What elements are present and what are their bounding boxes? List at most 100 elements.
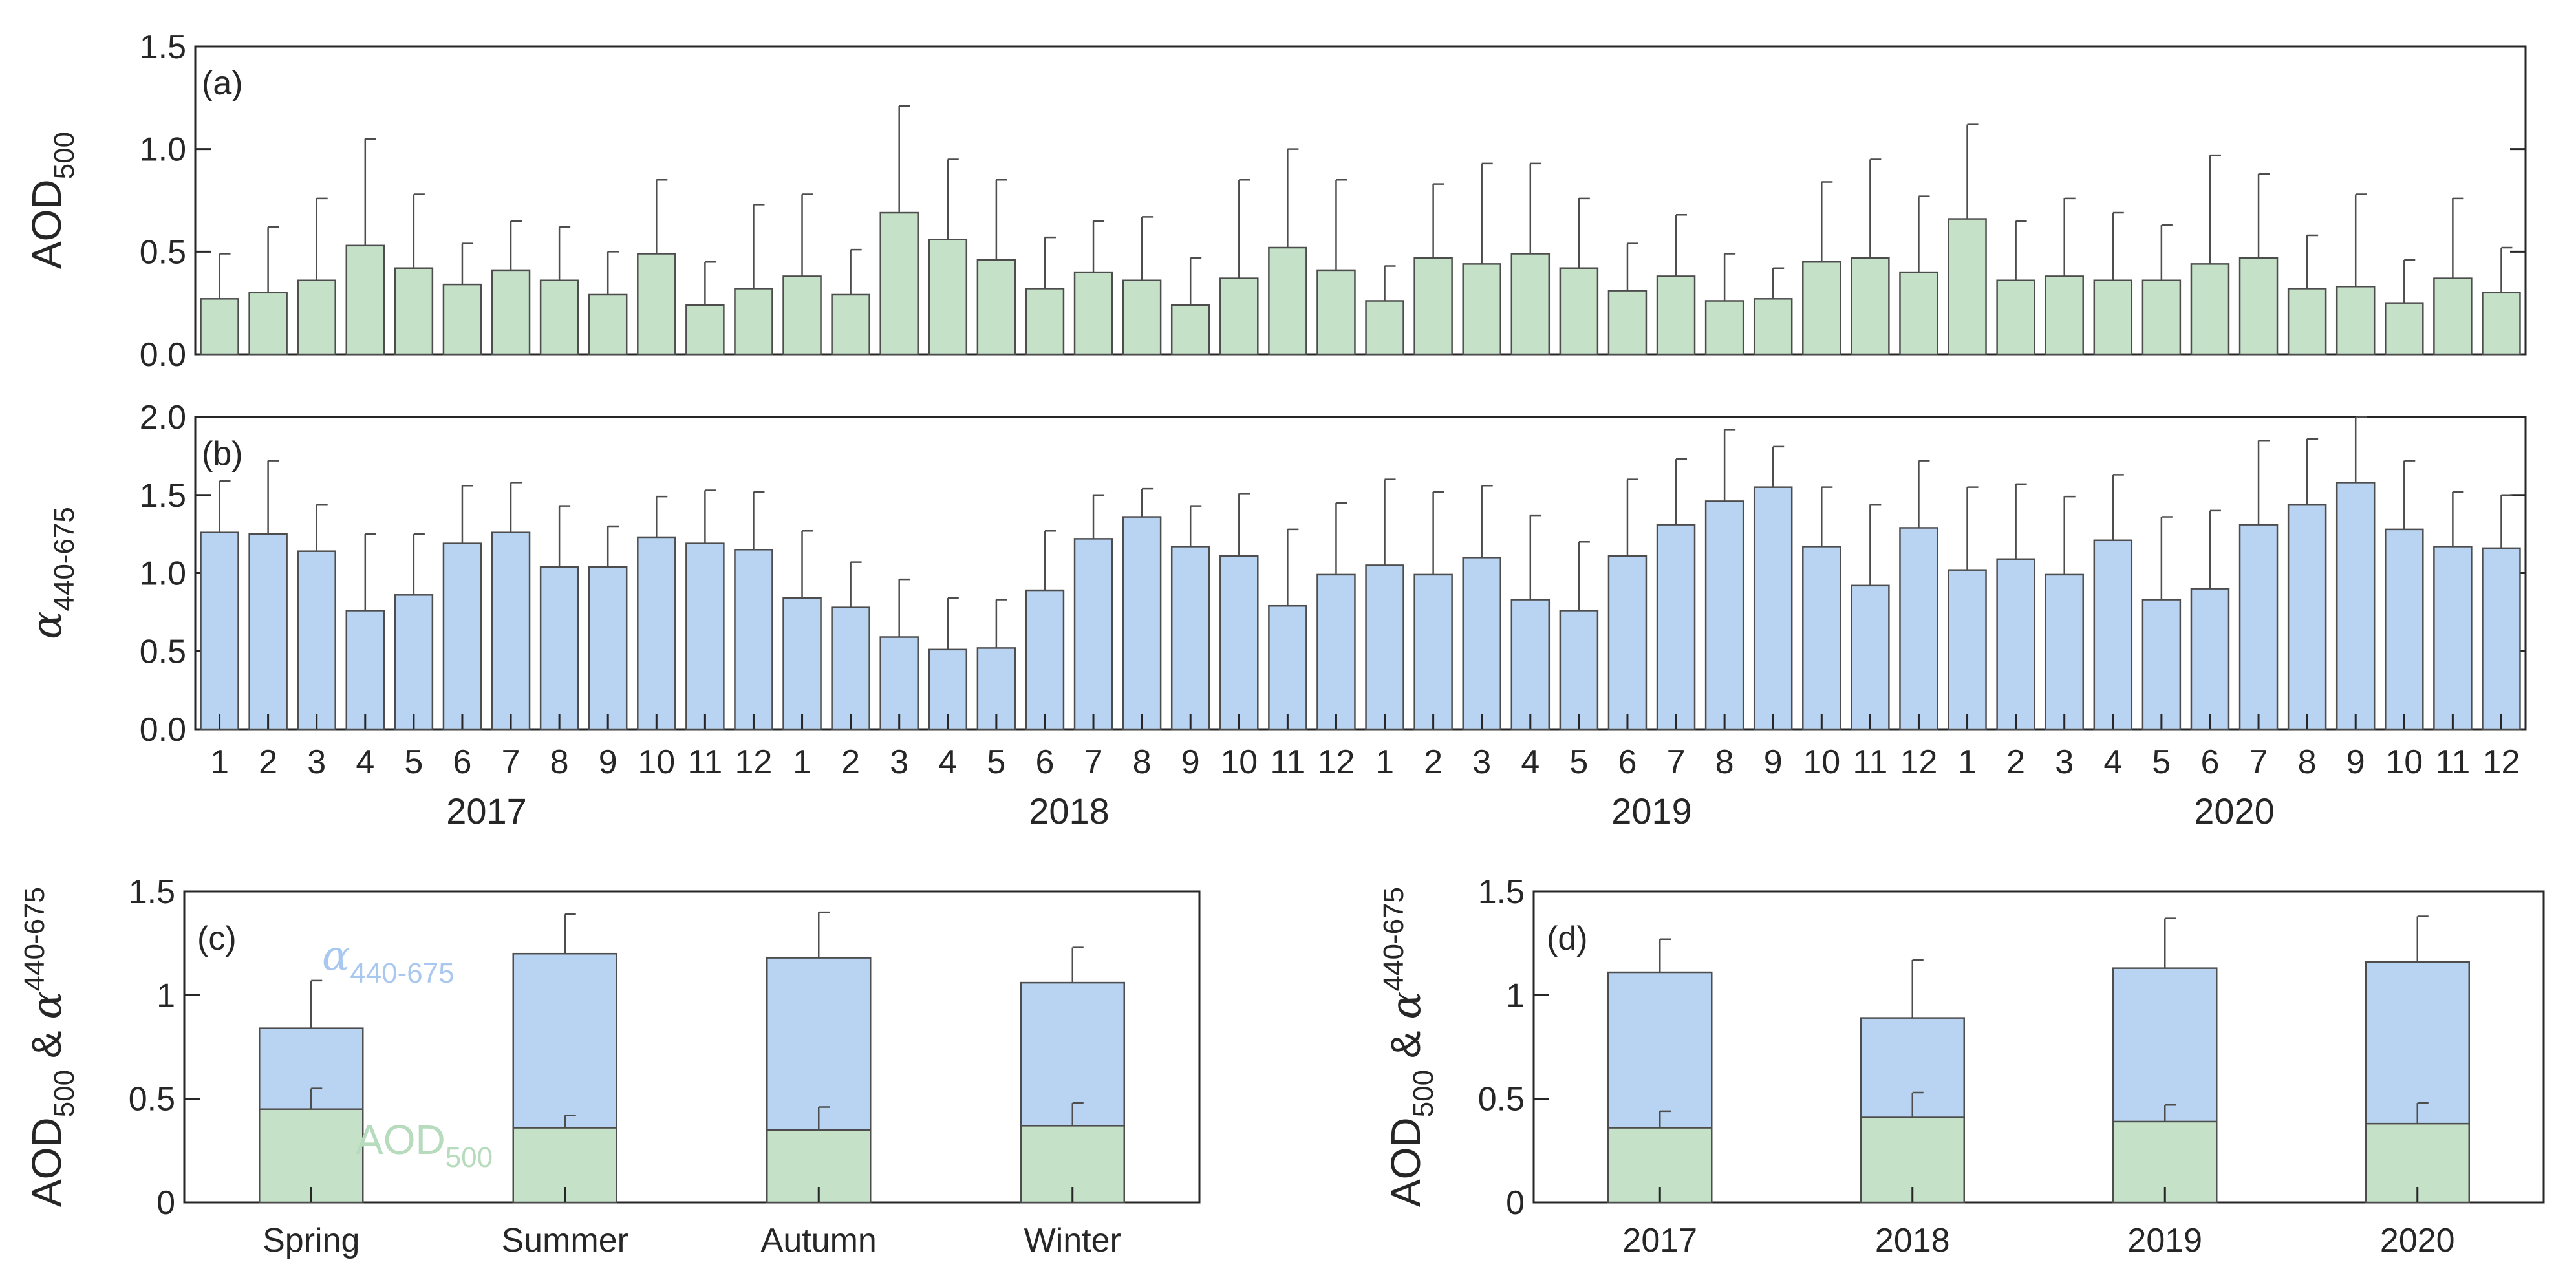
bar (2093, 539, 2133, 731)
bar (1899, 527, 1938, 731)
bar (588, 293, 628, 356)
bar (1462, 557, 1501, 731)
y-tick-label: 0 (1506, 1184, 1525, 1222)
bar (1365, 564, 1404, 731)
x-tick-label: 7 (1084, 743, 1103, 781)
bar (1316, 269, 1356, 356)
bar (879, 211, 919, 356)
x-tick-label: Winter (1024, 1222, 1121, 1259)
bar (1899, 271, 1938, 356)
x-tick-label: 2019 (2127, 1222, 2202, 1259)
x-tick-label: 5 (404, 743, 423, 781)
bar (539, 566, 579, 731)
x-tick-label: 12 (735, 743, 773, 781)
bar (734, 549, 773, 731)
bar (831, 606, 870, 731)
x-tick-label: 3 (1472, 743, 1491, 781)
bar (491, 269, 531, 356)
y-tick-label: 2.0 (140, 399, 186, 436)
x-tick-label: 10 (1803, 743, 1840, 781)
bar (200, 531, 239, 731)
x-tick-label: 1 (1958, 743, 1977, 781)
bar (1413, 257, 1453, 356)
x-tick-label: 9 (2346, 743, 2365, 781)
x-tick-label: 2 (2006, 743, 2025, 781)
bar (2045, 275, 2084, 356)
panel-a: 0.0 0.5 1.0 1.5 (a) AOD500 (23, 28, 2527, 374)
bar (637, 253, 676, 356)
bar (1996, 558, 2035, 731)
x-tick-label: 10 (638, 743, 675, 781)
x-tick-label: 7 (2249, 743, 2268, 781)
bar (2238, 524, 2279, 731)
alpha-annotation: α440-675 (322, 932, 455, 989)
bar (1948, 218, 1987, 356)
bar (248, 533, 288, 731)
aod-annotation: AOD500 (356, 1116, 493, 1173)
bar (442, 283, 482, 356)
bar (831, 293, 870, 356)
x-tick-label: 11 (687, 743, 722, 781)
bar (1559, 267, 1599, 356)
y-axis-label: AOD500 & α440-675 (19, 887, 80, 1207)
x-tick-label: 9 (1181, 743, 1200, 781)
x-group-label: 2020 (2194, 791, 2275, 831)
y-axis-label: AOD500 & α440-675 (1378, 887, 1439, 1207)
bar (1462, 263, 1501, 356)
x-tick-label: 4 (2103, 743, 2122, 781)
bar (1268, 604, 1307, 731)
bar (345, 244, 385, 356)
panel-c: 0 0.5 1 1.5 Spring Summer Autumn Winter (c) AOD50… (19, 873, 1201, 1259)
y-tick-label: 1.5 (1478, 873, 1525, 911)
bar (297, 550, 336, 731)
y-axis-label: α440-675 (23, 507, 80, 639)
bar (2141, 599, 2182, 731)
bar (1607, 290, 1648, 356)
bar (1704, 500, 1744, 731)
bar (2433, 546, 2473, 731)
bar (782, 597, 822, 731)
x-tick-label: 12 (2483, 743, 2520, 781)
bar (1268, 246, 1307, 356)
x-tick-label: 2 (259, 743, 277, 781)
y-tick-label: 0.5 (1478, 1081, 1525, 1118)
bar (2190, 263, 2230, 356)
bar (1073, 271, 1113, 356)
x-tick-label: 8 (550, 743, 569, 781)
bar (1753, 486, 1793, 731)
y-axis-label: AOD500 (23, 132, 80, 269)
x-tick-label: 3 (2055, 743, 2074, 781)
y-tick-label: 0.5 (140, 633, 186, 670)
bar (1316, 573, 1356, 731)
y-tick-label: 0.0 (140, 711, 186, 749)
bar (1996, 279, 2035, 356)
bar (2238, 257, 2279, 356)
bar (1510, 599, 1551, 731)
x-tick-label: 3 (307, 743, 326, 781)
y-tick-label: 1.5 (140, 28, 186, 66)
bar (394, 267, 434, 356)
bar (1851, 257, 1890, 356)
bar (782, 275, 822, 356)
y-tick-label: 1 (1506, 977, 1525, 1014)
x-tick-label: 6 (1035, 743, 1054, 781)
bar (2335, 482, 2376, 731)
bar (2482, 292, 2521, 356)
x-tick-label: 5 (987, 743, 1005, 781)
bar (2287, 288, 2327, 356)
bar (1073, 538, 1113, 731)
x-tick-label: 5 (2152, 743, 2171, 781)
y-tick-label: 0.5 (140, 233, 186, 271)
panel-label: (c) (197, 920, 237, 957)
aod-bar (259, 1108, 364, 1204)
y-tick-label: 0.0 (140, 336, 186, 374)
bar (2385, 528, 2424, 731)
bar (2093, 279, 2133, 356)
bar (1219, 555, 1259, 731)
x-tick-label: 8 (1133, 743, 1152, 781)
bar (2335, 286, 2376, 356)
bar (2385, 302, 2424, 356)
bar (297, 279, 336, 356)
panel-label: (d) (1547, 920, 1588, 957)
